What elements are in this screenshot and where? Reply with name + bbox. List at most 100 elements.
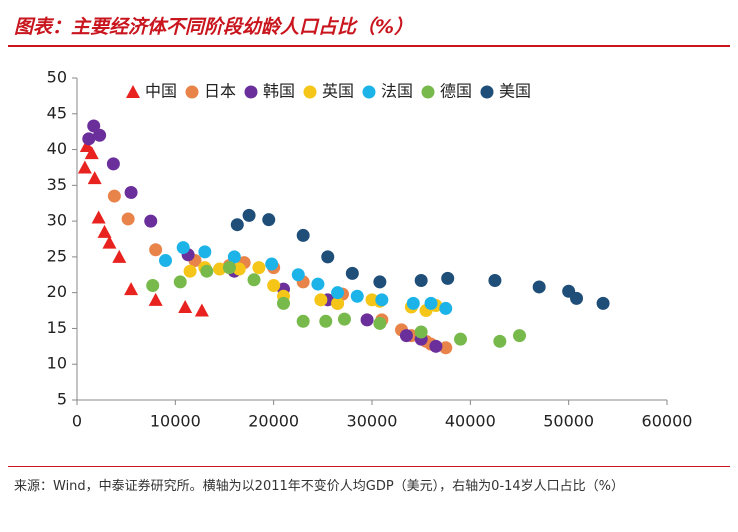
marker-circle — [424, 296, 438, 310]
marker-circle — [87, 119, 101, 133]
marker-circle — [362, 85, 376, 99]
marker-circle — [277, 296, 290, 310]
marker-circle — [173, 275, 187, 289]
marker-circle — [121, 212, 135, 226]
marker-circle — [314, 293, 328, 307]
marker-circle — [213, 262, 227, 276]
divider — [8, 466, 730, 467]
y-tick-label: 10 — [47, 354, 67, 373]
marker-circle — [200, 264, 214, 278]
marker-circle — [106, 157, 120, 171]
marker-circle — [291, 268, 305, 282]
marker-triangle — [79, 138, 94, 152]
x-tick-label: 10000 — [150, 412, 201, 431]
marker-circle — [454, 332, 467, 346]
y-tick-label: 50 — [47, 68, 67, 87]
marker-circle — [375, 293, 389, 307]
marker-circle — [159, 253, 172, 267]
legend-label: 英国 — [322, 82, 354, 101]
marker-circle — [303, 85, 317, 99]
marker-circle — [124, 185, 138, 199]
marker-circle — [183, 264, 197, 278]
marker-circle — [247, 273, 261, 287]
y-tick-label: 35 — [47, 175, 67, 194]
y-tick-label: 45 — [47, 103, 67, 122]
marker-circle — [82, 132, 96, 146]
legend-label: 日本 — [204, 82, 236, 101]
marker-circle — [107, 189, 121, 203]
marker-circle — [493, 334, 507, 348]
marker-circle — [296, 228, 310, 242]
marker-circle — [198, 245, 212, 259]
legend-label: 法国 — [381, 82, 413, 101]
marker-circle — [227, 250, 241, 264]
x-tick-label: 0 — [72, 412, 82, 431]
marker-triangle — [126, 85, 140, 98]
marker-circle — [230, 218, 244, 232]
marker-circle — [421, 85, 435, 99]
marker-circle — [373, 316, 387, 330]
divider — [8, 45, 730, 47]
source-note: 来源：Wind，中泰证券研究所。横轴为以2011年不变价人均GDP（美元），右轴… — [14, 479, 625, 494]
marker-circle — [406, 296, 420, 310]
marker-circle — [399, 329, 413, 343]
marker-circle — [244, 85, 258, 99]
y-tick-label: 25 — [47, 246, 67, 265]
x-tick-label: 50000 — [543, 412, 594, 431]
y-tick-label: 15 — [47, 318, 67, 337]
marker-triangle — [97, 224, 112, 238]
marker-circle — [513, 329, 526, 343]
marker-circle — [441, 271, 455, 285]
marker-triangle — [194, 303, 209, 317]
legend-label: 美国 — [499, 82, 531, 101]
marker-circle — [488, 274, 502, 288]
marker-circle — [296, 314, 310, 328]
marker-circle — [331, 296, 345, 310]
marker-circle — [414, 325, 428, 339]
marker-triangle — [124, 282, 139, 296]
marker-circle — [331, 286, 345, 300]
marker-circle — [311, 277, 325, 291]
marker-circle — [176, 241, 190, 255]
x-tick-label: 40000 — [445, 412, 496, 431]
marker-triangle — [91, 210, 106, 224]
marker-circle — [439, 341, 453, 355]
marker-circle — [480, 85, 494, 99]
marker-circle — [242, 208, 256, 222]
marker-circle — [232, 262, 246, 276]
y-tick-label: 5 — [57, 390, 67, 409]
legend-label: 德国 — [440, 82, 472, 101]
legend-label: 中国 — [145, 82, 177, 101]
marker-triangle — [178, 299, 193, 313]
marker-triangle — [87, 171, 102, 185]
x-tick-label: 20000 — [248, 412, 299, 431]
marker-circle — [267, 279, 281, 293]
marker-circle — [373, 275, 387, 289]
x-tick-label: 30000 — [347, 412, 398, 431]
marker-circle — [532, 280, 546, 294]
marker-circle — [149, 243, 163, 257]
chart: 5 10 15 20 25 30 35 40 45 50 0 10000 20000 30000 40000… — [47, 68, 693, 431]
marker-circle — [350, 289, 364, 303]
marker-triangle — [77, 160, 92, 174]
x-tick-label: 60000 — [642, 412, 693, 431]
y-tick-label: 40 — [47, 139, 67, 158]
marker-circle — [146, 279, 160, 293]
legend-label: 韩国 — [263, 82, 295, 101]
marker-circle — [337, 312, 351, 326]
marker-circle — [265, 257, 279, 271]
y-tick-label: 30 — [47, 211, 67, 230]
y-tick-label: 20 — [47, 282, 67, 301]
marker-triangle — [102, 235, 117, 249]
marker-circle — [144, 214, 158, 228]
marker-circle — [570, 291, 584, 305]
marker-circle — [414, 274, 428, 288]
marker-circle — [222, 261, 236, 275]
chart-title: 图表：主要经济体不同阶段幼龄人口占比（%） — [14, 16, 414, 38]
marker-triangle — [148, 292, 163, 306]
marker-circle — [596, 296, 610, 310]
marker-circle — [262, 213, 276, 227]
marker-triangle — [84, 146, 99, 160]
marker-circle — [185, 85, 199, 99]
